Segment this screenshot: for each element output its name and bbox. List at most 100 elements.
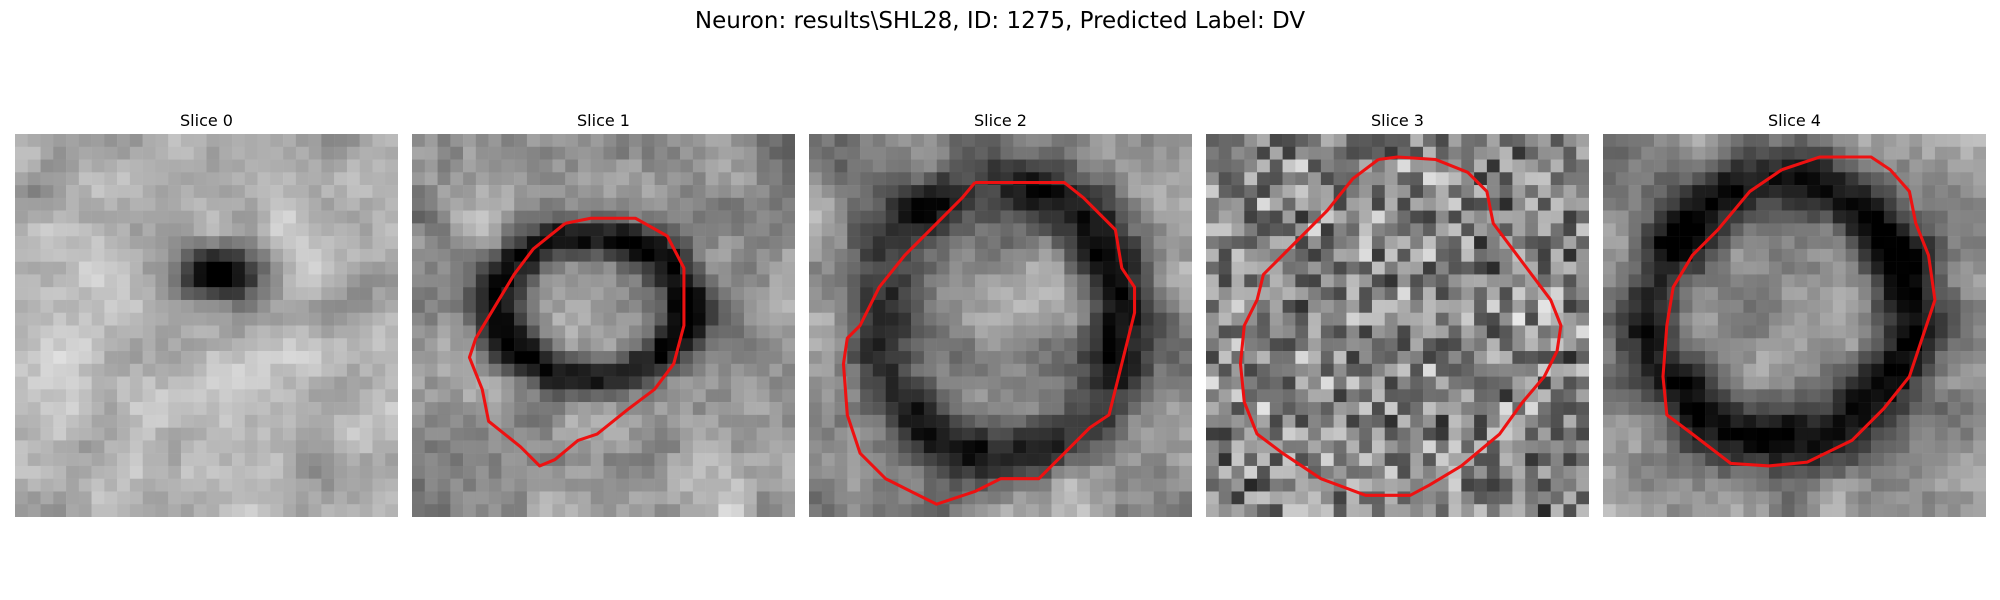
pixel [629, 197, 643, 211]
pixel [1102, 274, 1116, 288]
pixel [155, 159, 169, 173]
pixel [1756, 491, 1770, 505]
pixel [257, 287, 271, 301]
pixel [1692, 197, 1706, 211]
pixel [1359, 478, 1373, 492]
pixel [104, 159, 118, 173]
pixel [40, 299, 54, 313]
pixel [821, 402, 835, 416]
pixel [1743, 159, 1757, 173]
pixel [1333, 465, 1347, 479]
pixel [1026, 491, 1040, 505]
pixel [1320, 223, 1334, 237]
pixel [1038, 197, 1052, 211]
pixel [308, 146, 322, 160]
pixel [308, 274, 322, 288]
pixel [667, 402, 681, 416]
pixel [1537, 248, 1551, 262]
pixel [1654, 159, 1668, 173]
pixel [104, 146, 118, 160]
pixel [1051, 376, 1065, 390]
pixel [1794, 210, 1808, 224]
pixel [1179, 427, 1192, 441]
pixel [1960, 389, 1974, 403]
pixel [1000, 338, 1014, 352]
pixel [1730, 261, 1744, 275]
pixel [616, 376, 630, 390]
pixel [641, 248, 655, 262]
pixel [936, 274, 950, 288]
pixel [232, 197, 246, 211]
pixel [590, 478, 604, 492]
pixel [1371, 299, 1385, 313]
pixel [1807, 389, 1821, 403]
pixel [78, 376, 92, 390]
pixel [514, 402, 528, 416]
pixel [1051, 299, 1065, 313]
pixel [488, 363, 502, 377]
pixel [1973, 197, 1986, 211]
pixel [1461, 402, 1475, 416]
pixel [1717, 504, 1731, 517]
pixel [1820, 504, 1834, 517]
pixel [949, 274, 963, 288]
pixel [1973, 414, 1986, 428]
pixel [514, 478, 528, 492]
pixel [1947, 491, 1961, 505]
pixel [1064, 465, 1078, 479]
pixel [987, 351, 1001, 365]
pixel [40, 414, 54, 428]
pixel [1679, 197, 1693, 211]
pixel [756, 504, 770, 517]
pixel [1883, 363, 1897, 377]
pixel [911, 197, 925, 211]
pixel [1832, 210, 1846, 224]
pixel [1883, 465, 1897, 479]
pixel [590, 363, 604, 377]
pixel [15, 146, 29, 160]
pixel [1896, 414, 1910, 428]
pixel [1269, 453, 1283, 467]
pixel [1089, 338, 1103, 352]
pixel [501, 478, 515, 492]
pixel [1807, 159, 1821, 173]
pixel [40, 389, 54, 403]
pixel [463, 236, 477, 250]
pixel [1038, 261, 1052, 275]
pixel [53, 427, 67, 441]
pixel [1244, 134, 1258, 148]
pixel [1038, 338, 1052, 352]
pixel [949, 134, 963, 148]
pixel [1435, 312, 1449, 326]
pixel [1832, 504, 1846, 517]
pixel [295, 389, 309, 403]
pixel [1896, 210, 1910, 224]
pixel [1206, 248, 1220, 262]
pixel [1820, 414, 1834, 428]
pixel [911, 159, 925, 173]
pixel [1269, 427, 1283, 441]
pixel [1231, 299, 1245, 313]
pixel [1781, 223, 1795, 237]
pixel [514, 376, 528, 390]
pixel [308, 351, 322, 365]
pixel [885, 146, 899, 160]
pixel [1333, 197, 1347, 211]
pixel [295, 478, 309, 492]
pixel [475, 159, 489, 173]
pixel [705, 185, 719, 199]
pixel [1896, 453, 1910, 467]
pixel [1563, 465, 1577, 479]
pixel [1781, 491, 1795, 505]
pixel [1359, 325, 1373, 339]
pixel [1397, 504, 1411, 517]
pixel [692, 312, 706, 326]
pixel [1768, 134, 1782, 148]
pixel [616, 261, 630, 275]
pixel [577, 197, 591, 211]
pixel [705, 351, 719, 365]
pixel [565, 414, 579, 428]
pixel [1871, 338, 1885, 352]
pixel [962, 325, 976, 339]
pixel [1499, 287, 1513, 301]
